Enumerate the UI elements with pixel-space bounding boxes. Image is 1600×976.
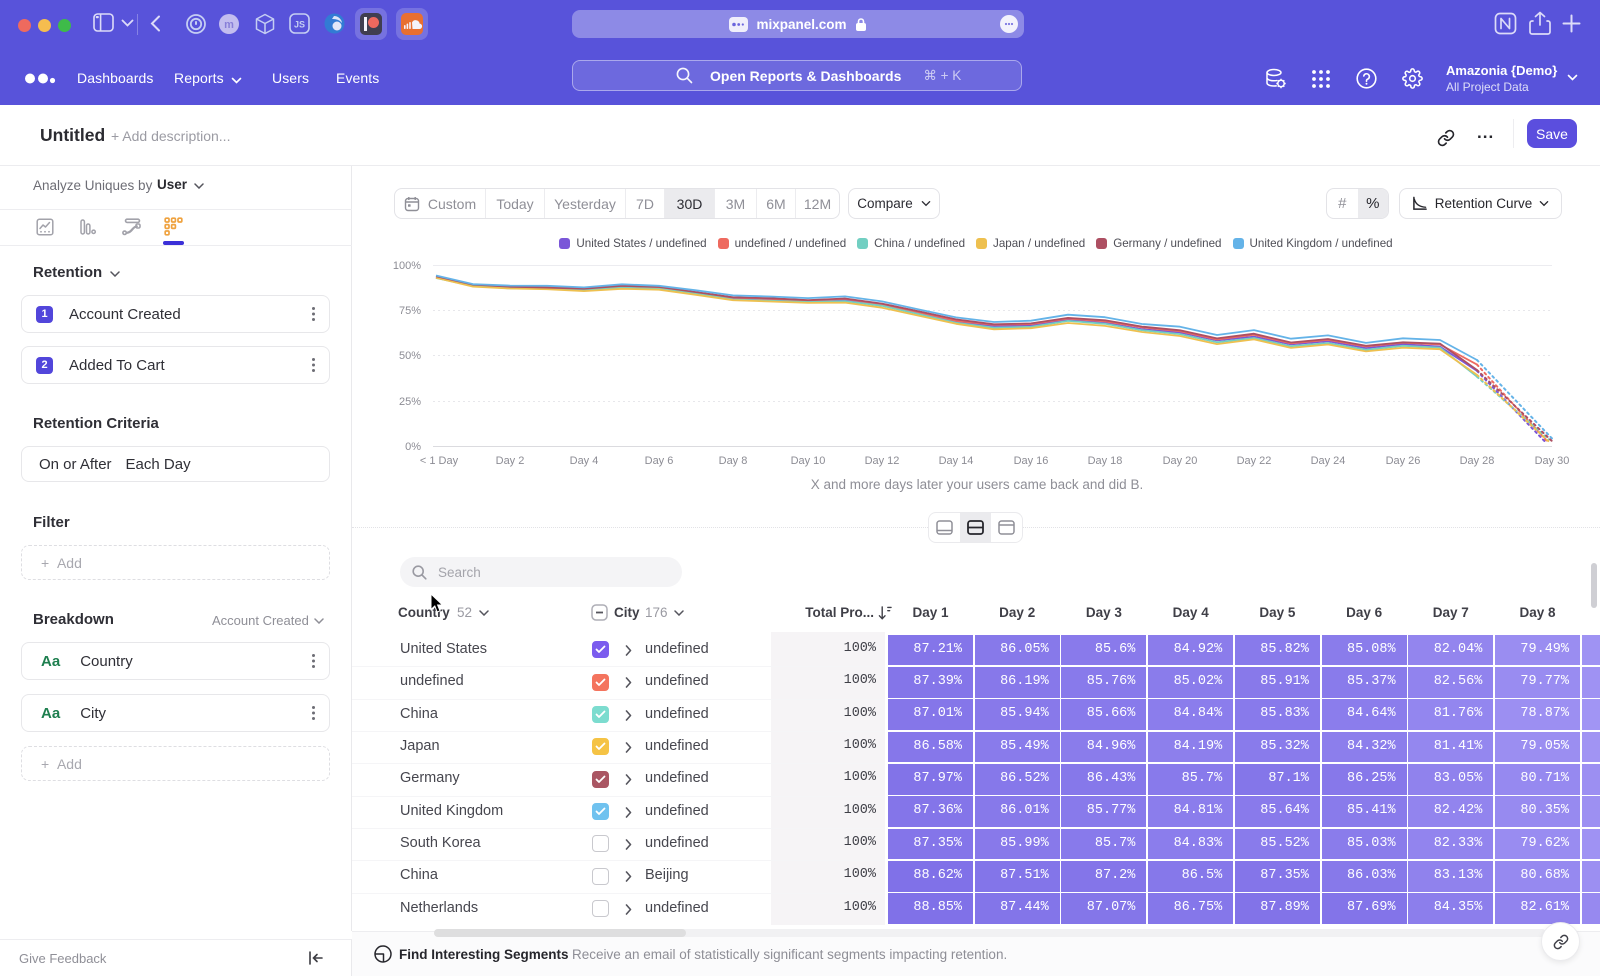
svg-text:25%: 25% xyxy=(399,396,421,408)
svg-text:Day 30: Day 30 xyxy=(1535,455,1570,467)
svg-text:Day 12: Day 12 xyxy=(865,455,900,467)
svg-text:Day 26: Day 26 xyxy=(1386,455,1421,467)
svg-text:JS: JS xyxy=(294,20,305,30)
svg-text:50%: 50% xyxy=(399,350,421,362)
svg-text:m: m xyxy=(224,19,234,31)
svg-text:Day 24: Day 24 xyxy=(1311,455,1346,467)
svg-text:Day 6: Day 6 xyxy=(645,455,674,467)
svg-text:Day 22: Day 22 xyxy=(1237,455,1272,467)
svg-text:Day 14: Day 14 xyxy=(939,455,974,467)
svg-text:Day 4: Day 4 xyxy=(570,455,599,467)
svg-text:Day 16: Day 16 xyxy=(1014,455,1049,467)
svg-text:Day 10: Day 10 xyxy=(791,455,826,467)
svg-text:75%: 75% xyxy=(399,305,421,317)
svg-text:0%: 0% xyxy=(405,441,421,453)
svg-text:< 1 Day: < 1 Day xyxy=(420,455,459,467)
svg-text:Day 28: Day 28 xyxy=(1460,455,1495,467)
svg-text:Day 8: Day 8 xyxy=(719,455,748,467)
svg-text:Day 20: Day 20 xyxy=(1163,455,1198,467)
svg-text:X and more days later your use: X and more days later your users came ba… xyxy=(811,477,1143,492)
svg-text:Day 2: Day 2 xyxy=(496,455,525,467)
svg-text:100%: 100% xyxy=(393,260,421,272)
svg-text:Day 18: Day 18 xyxy=(1088,455,1123,467)
